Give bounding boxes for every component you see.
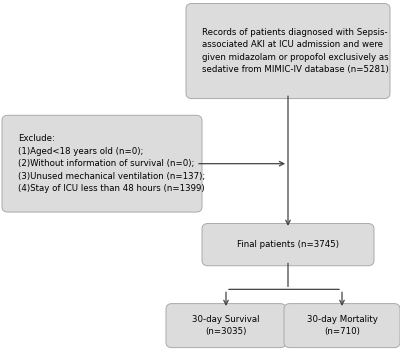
FancyBboxPatch shape [202,224,374,266]
Text: Records of patients diagnosed with Sepsis-
associated AKI at ICU admission and w: Records of patients diagnosed with Sepsi… [202,28,389,74]
FancyBboxPatch shape [166,303,286,348]
Text: 30-day Survival
(n=3035): 30-day Survival (n=3035) [192,315,260,337]
Text: Exclude:
(1)Aged<18 years old (n=0);
(2)Without information of survival (n=0);
(: Exclude: (1)Aged<18 years old (n=0); (2)… [18,134,205,193]
Text: Final patients (n=3745): Final patients (n=3745) [237,240,339,249]
FancyBboxPatch shape [186,4,390,99]
Text: 30-day Mortality
(n=710): 30-day Mortality (n=710) [306,315,378,337]
FancyBboxPatch shape [284,303,400,348]
FancyBboxPatch shape [2,115,202,212]
